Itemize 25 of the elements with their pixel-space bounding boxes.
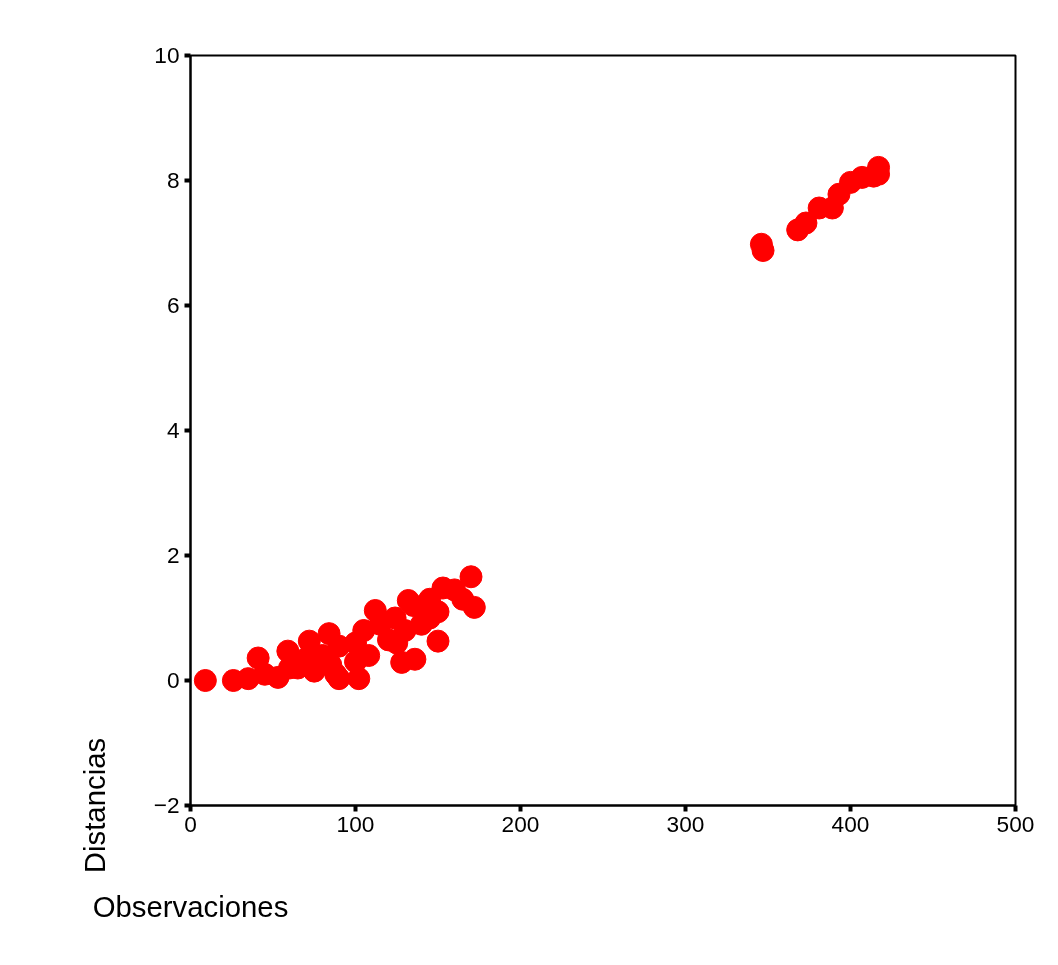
y-tick-label: 2	[166, 542, 180, 568]
point	[426, 629, 450, 653]
x-tick-label: 400	[831, 810, 870, 837]
x-tick-label: 300	[666, 810, 705, 837]
x-tick-label: 200	[501, 810, 540, 837]
x-tick-label: 0	[184, 810, 197, 837]
y-axis-title: Distancias	[77, 737, 111, 874]
point	[410, 612, 433, 636]
y-tick-label: 10	[154, 42, 180, 68]
point	[418, 587, 442, 611]
x-tick-label: 500	[996, 810, 1035, 837]
point	[794, 211, 818, 235]
point	[193, 669, 217, 692]
x-tick-label: 100	[336, 810, 375, 837]
point	[462, 595, 486, 619]
y-tick-label: 6	[166, 292, 180, 318]
point	[459, 565, 483, 589]
y-tick-label: 8	[166, 167, 180, 193]
y-tick-label: 4	[166, 417, 180, 443]
y-tick-label: 0	[166, 667, 180, 693]
y-tick-label: −2	[153, 792, 180, 818]
point	[327, 634, 351, 658]
point	[344, 650, 367, 674]
x-axis-title: Observaciones	[92, 889, 289, 923]
point	[403, 647, 427, 671]
